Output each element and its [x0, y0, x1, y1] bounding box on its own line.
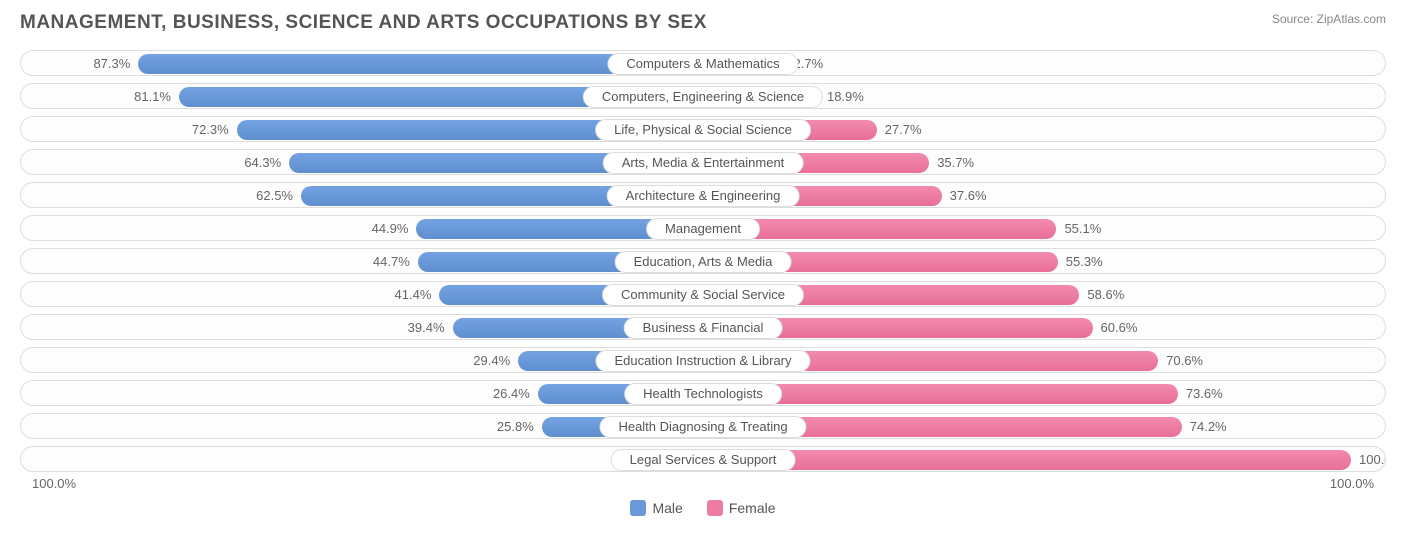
category-label: Education Instruction & Library [595, 350, 810, 372]
female-pct-label: 35.7% [937, 150, 974, 175]
category-label: Management [646, 218, 760, 240]
chart-row: 26.4% 73.6% Health Technologists [20, 380, 1386, 406]
male-pct-label: 41.4% [395, 282, 432, 307]
chart-row: 41.4% 58.6% Community & Social Service [20, 281, 1386, 307]
source-attribution: Source: ZipAtlas.com [1272, 12, 1386, 26]
category-label: Health Technologists [624, 383, 782, 405]
category-label: Computers & Mathematics [607, 53, 798, 75]
male-pct-label: 62.5% [256, 183, 293, 208]
legend-male: Male [630, 500, 682, 516]
legend: Male Female [20, 500, 1386, 516]
female-pct-label: 74.2% [1190, 414, 1227, 439]
female-pct-label: 18.9% [827, 84, 864, 109]
male-pct-label: 26.4% [493, 381, 530, 406]
occupations-chart: 87.3%12.7%Computers & Mathematics 81.1% 18… [20, 50, 1386, 472]
chart-row: 81.1% 18.9%Computers, Engineering & Scien… [20, 83, 1386, 109]
category-label: Community & Social Service [602, 284, 804, 306]
category-label: Architecture & Engineering [607, 185, 800, 207]
chart-row: 62.5% 37.6% Architecture & Engineering [20, 182, 1386, 208]
axis-right-label: 100.0% [1330, 476, 1374, 491]
x-axis: 100.0% 100.0% [20, 476, 1386, 496]
female-pct-label: 37.6% [950, 183, 987, 208]
male-pct-label: 81.1% [134, 84, 171, 109]
chart-row: 39.4% 60.6% Business & Financial [20, 314, 1386, 340]
male-swatch [630, 500, 646, 516]
male-pct-label: 44.7% [373, 249, 410, 274]
female-pct-label: 60.6% [1101, 315, 1138, 340]
male-pct-label: 39.4% [408, 315, 445, 340]
category-label: Legal Services & Support [611, 449, 796, 471]
male-pct-label: 25.8% [497, 414, 534, 439]
female-pct-label: 55.3% [1066, 249, 1103, 274]
category-label: Health Diagnosing & Treating [599, 416, 806, 438]
category-label: Education, Arts & Media [615, 251, 792, 273]
source-label: Source: [1272, 12, 1313, 26]
legend-male-label: Male [652, 500, 682, 516]
legend-female: Female [707, 500, 776, 516]
chart-row: 44.9% 55.1% Management [20, 215, 1386, 241]
female-pct-label: 58.6% [1087, 282, 1124, 307]
female-pct-label: 55.1% [1064, 216, 1101, 241]
male-pct-label: 44.9% [372, 216, 409, 241]
chart-row: 29.4% 70.6% Education Instruction & Librar… [20, 347, 1386, 373]
chart-row: 25.8% 74.2% Health Diagnosing & Treating [20, 413, 1386, 439]
chart-row: 87.3%12.7%Computers & Mathematics [20, 50, 1386, 76]
male-pct-label: 87.3% [93, 51, 130, 76]
female-pct-label: 73.6% [1186, 381, 1223, 406]
chart-row: 44.7% 55.3% Education, Arts & Media [20, 248, 1386, 274]
chart-row: 72.3% 27.7% Life, Physical & Social Scienc… [20, 116, 1386, 142]
category-label: Arts, Media & Entertainment [603, 152, 804, 174]
female-pct-label: 100.0% [1359, 447, 1386, 472]
category-label: Business & Financial [624, 317, 783, 339]
chart-title: MANAGEMENT, BUSINESS, SCIENCE AND ARTS O… [20, 12, 707, 34]
male-pct-label: 72.3% [192, 117, 229, 142]
female-pct-label: 70.6% [1166, 348, 1203, 373]
chart-row: 64.3% 35.7% Arts, Media & Entertainment [20, 149, 1386, 175]
source-name: ZipAtlas.com [1317, 12, 1386, 26]
legend-female-label: Female [729, 500, 776, 516]
chart-header: MANAGEMENT, BUSINESS, SCIENCE AND ARTS O… [20, 12, 1386, 34]
female-pct-label: 27.7% [885, 117, 922, 142]
chart-row: 0.0%100.0%Legal Services & Support [20, 446, 1386, 472]
category-label: Life, Physical & Social Science [595, 119, 811, 141]
male-pct-label: 64.3% [244, 150, 281, 175]
male-pct-label: 29.4% [473, 348, 510, 373]
axis-left-label: 100.0% [32, 476, 76, 491]
female-swatch [707, 500, 723, 516]
category-label: Computers, Engineering & Science [583, 86, 823, 108]
